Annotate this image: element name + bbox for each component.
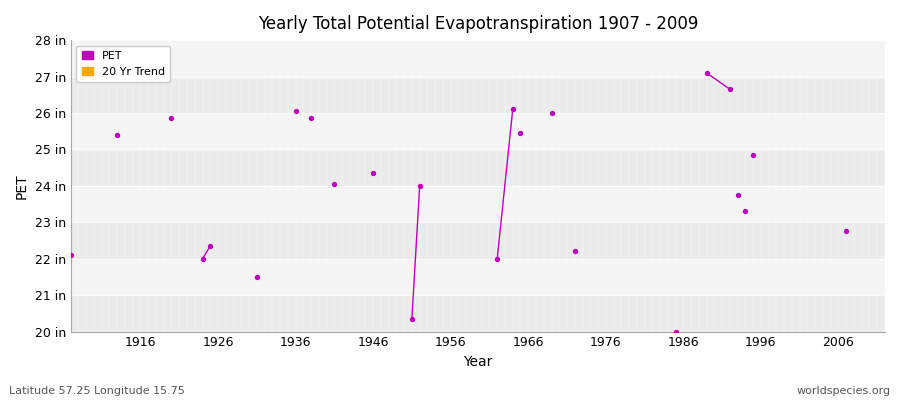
Point — [544, 110, 559, 116]
Point — [249, 274, 264, 280]
Y-axis label: PET: PET — [15, 173, 29, 199]
Point — [699, 70, 714, 76]
Point — [195, 256, 210, 262]
Legend: PET, 20 Yr Trend: PET, 20 Yr Trend — [76, 46, 170, 82]
Point — [839, 228, 853, 234]
Point — [304, 115, 319, 122]
Point — [64, 252, 78, 258]
Bar — [71, 113, 885, 150]
Bar — [71, 186, 885, 222]
Point — [731, 192, 745, 198]
Point — [288, 108, 302, 114]
Text: Latitude 57.25 Longitude 15.75: Latitude 57.25 Longitude 15.75 — [9, 386, 184, 396]
Point — [165, 115, 179, 122]
Point — [513, 130, 527, 136]
Point — [746, 152, 760, 158]
Bar — [71, 40, 885, 76]
Bar — [71, 150, 885, 186]
Point — [366, 170, 381, 176]
Bar — [71, 222, 885, 259]
Point — [328, 181, 342, 187]
Point — [738, 208, 752, 214]
Point — [405, 316, 419, 322]
Bar — [71, 295, 885, 332]
Title: Yearly Total Potential Evapotranspiration 1907 - 2009: Yearly Total Potential Evapotranspiratio… — [257, 15, 698, 33]
Point — [669, 328, 683, 335]
Point — [723, 86, 737, 92]
Point — [490, 256, 504, 262]
X-axis label: Year: Year — [464, 355, 492, 369]
Bar — [71, 76, 885, 113]
Text: worldspecies.org: worldspecies.org — [796, 386, 891, 396]
Point — [412, 183, 427, 189]
Point — [110, 132, 124, 138]
Point — [506, 106, 520, 112]
Bar — [71, 259, 885, 295]
Point — [568, 248, 582, 255]
Point — [203, 243, 218, 249]
